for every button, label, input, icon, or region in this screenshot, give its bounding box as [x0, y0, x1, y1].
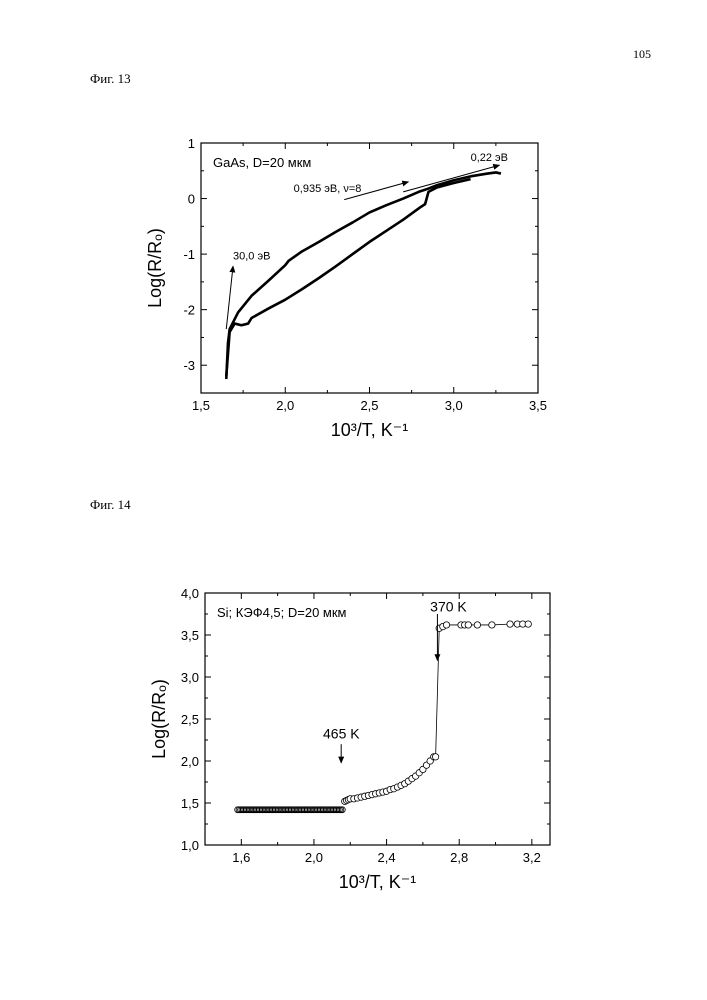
- data-point: [525, 621, 531, 627]
- x-tick-label: 3,2: [523, 850, 541, 865]
- x-axis-label: 10³/T, K⁻¹: [339, 872, 417, 892]
- y-tick-label: 1,0: [181, 838, 199, 853]
- y-tick-label: 2,0: [181, 754, 199, 769]
- x-tick-label: 2,8: [450, 850, 468, 865]
- x-tick-label: 2,4: [378, 850, 396, 865]
- data-point: [443, 622, 449, 628]
- y-tick-label: 3,5: [181, 628, 199, 643]
- scatter-connector: [345, 624, 528, 801]
- annotation-label: 370 K: [430, 598, 467, 614]
- chart-si: 1,6 2,0 2,4 2,8 3,2 4,0 3,5 3,0 2,5 2,0 1,5 1,0 10³/…: [0, 0, 707, 1000]
- data-point: [507, 621, 513, 627]
- data-point: [489, 622, 495, 628]
- x-tick-label: 1,6: [232, 850, 250, 865]
- y-axis-label: Log(R/Rₒ): [149, 679, 169, 759]
- y-tick-label: 3,0: [181, 670, 199, 685]
- data-point: [465, 622, 471, 628]
- y-tick-label: 1,5: [181, 796, 199, 811]
- x-tick-label: 2,0: [305, 850, 323, 865]
- chart-title: Si; КЭФ4,5; D=20 мкм: [217, 605, 347, 620]
- data-point: [474, 622, 480, 628]
- data-point: [432, 754, 438, 760]
- y-tick-label: 4,0: [181, 586, 199, 601]
- y-tick-label: 2,5: [181, 712, 199, 727]
- annotation-label: 465 K: [323, 725, 360, 741]
